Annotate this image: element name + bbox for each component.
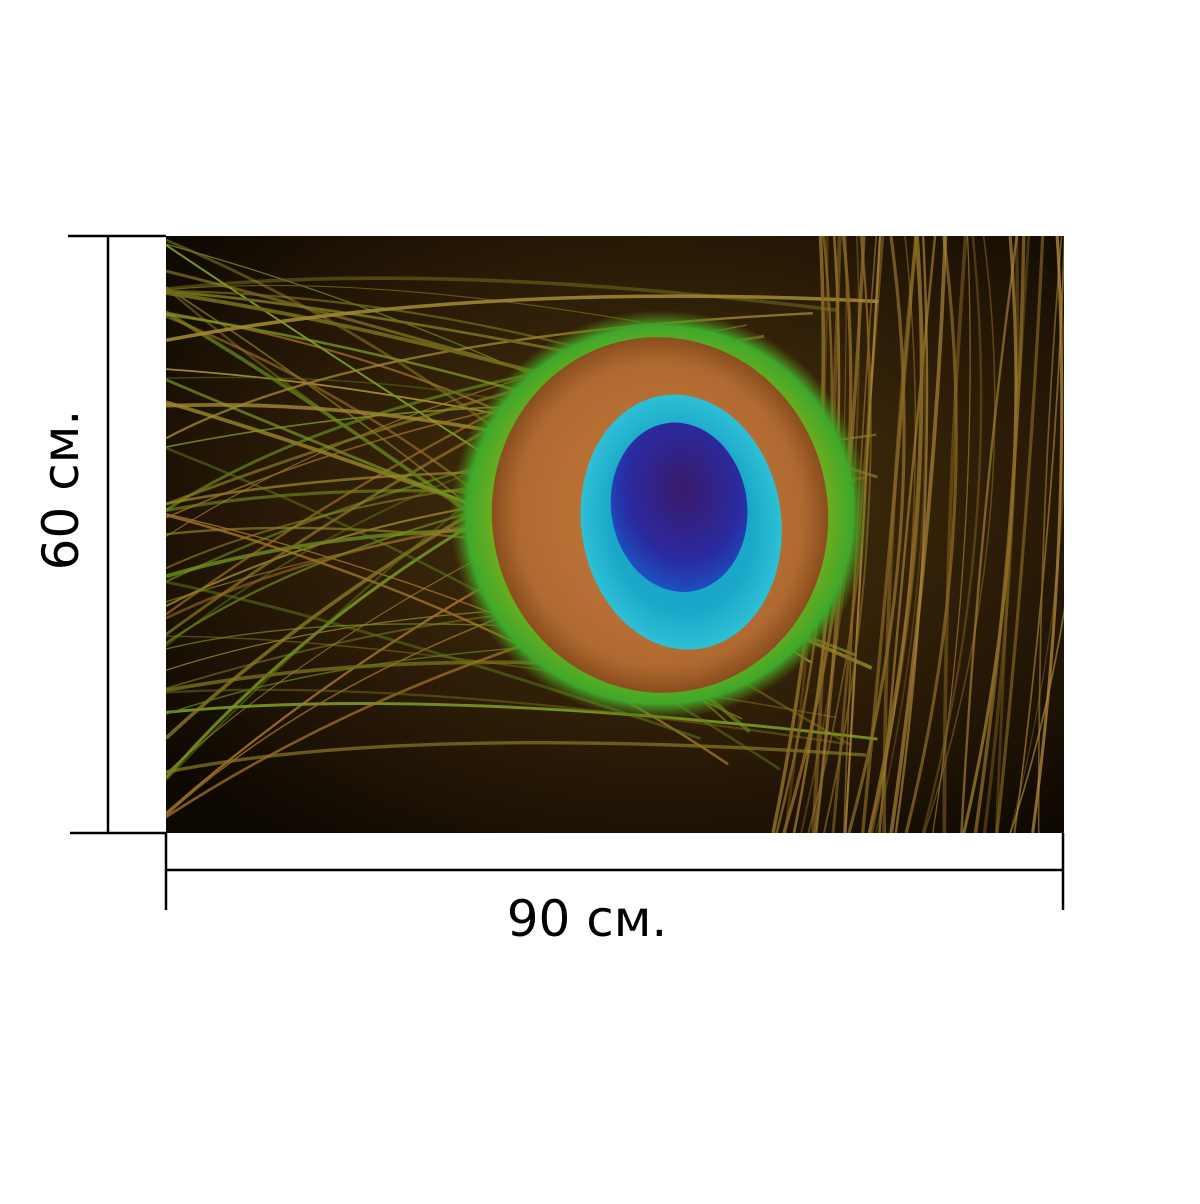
height-label: 60 см. bbox=[32, 410, 90, 571]
strand bbox=[166, 702, 878, 741]
strand bbox=[904, 236, 958, 833]
strand bbox=[1031, 236, 1064, 833]
strand bbox=[166, 740, 867, 774]
strand bbox=[166, 294, 879, 343]
strand bbox=[860, 236, 918, 833]
strand bbox=[871, 236, 917, 833]
strand bbox=[994, 236, 1031, 833]
strand bbox=[1009, 606, 1064, 833]
strand bbox=[995, 236, 1045, 833]
feather-eye bbox=[450, 309, 870, 721]
strand bbox=[166, 688, 845, 745]
photo bbox=[166, 236, 1064, 833]
strand bbox=[960, 236, 1019, 833]
strand bbox=[868, 236, 924, 833]
dimension-lines bbox=[68, 234, 1065, 910]
strand bbox=[942, 236, 968, 833]
strand bbox=[1009, 236, 1064, 833]
strand bbox=[973, 236, 1026, 833]
width-label: 90 см. bbox=[507, 890, 668, 948]
strand bbox=[889, 236, 948, 833]
strand bbox=[1037, 236, 1063, 833]
strand bbox=[923, 236, 996, 833]
